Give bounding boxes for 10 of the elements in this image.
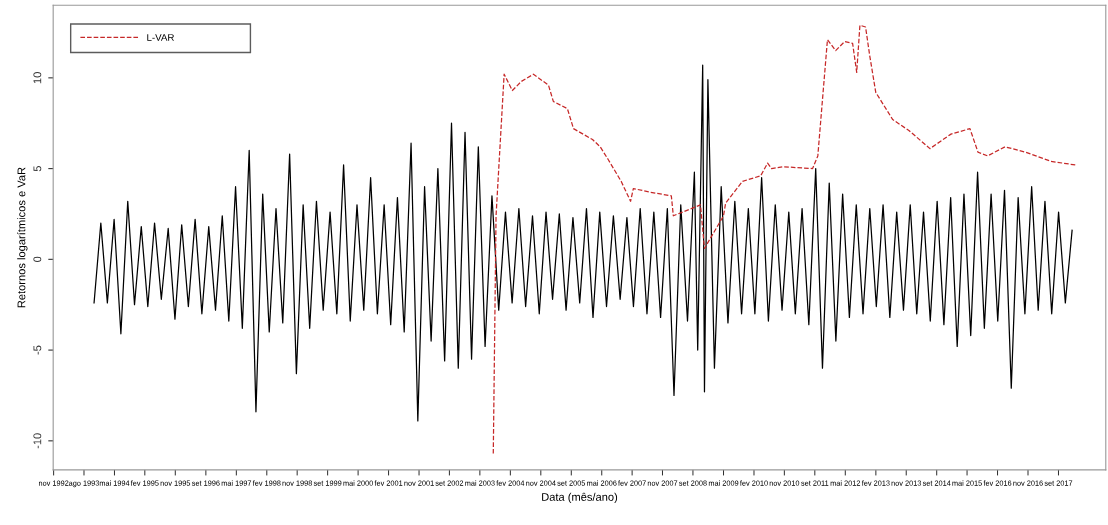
y-tick-label: 5 [33, 165, 42, 172]
y-tick-label: 10 [33, 72, 42, 84]
line-series [492, 24, 1076, 455]
y-tick-label: -5 [33, 345, 42, 355]
y-tick-label: 0 [33, 256, 42, 262]
y-axis-title: Retornos logarítmicos e VaR [17, 167, 28, 308]
line-series [93, 64, 1073, 422]
y-tick-label: -10 [33, 433, 42, 449]
text: L-VAR [147, 34, 174, 41]
x-axis-title: Data (mês/ano) [542, 492, 618, 504]
